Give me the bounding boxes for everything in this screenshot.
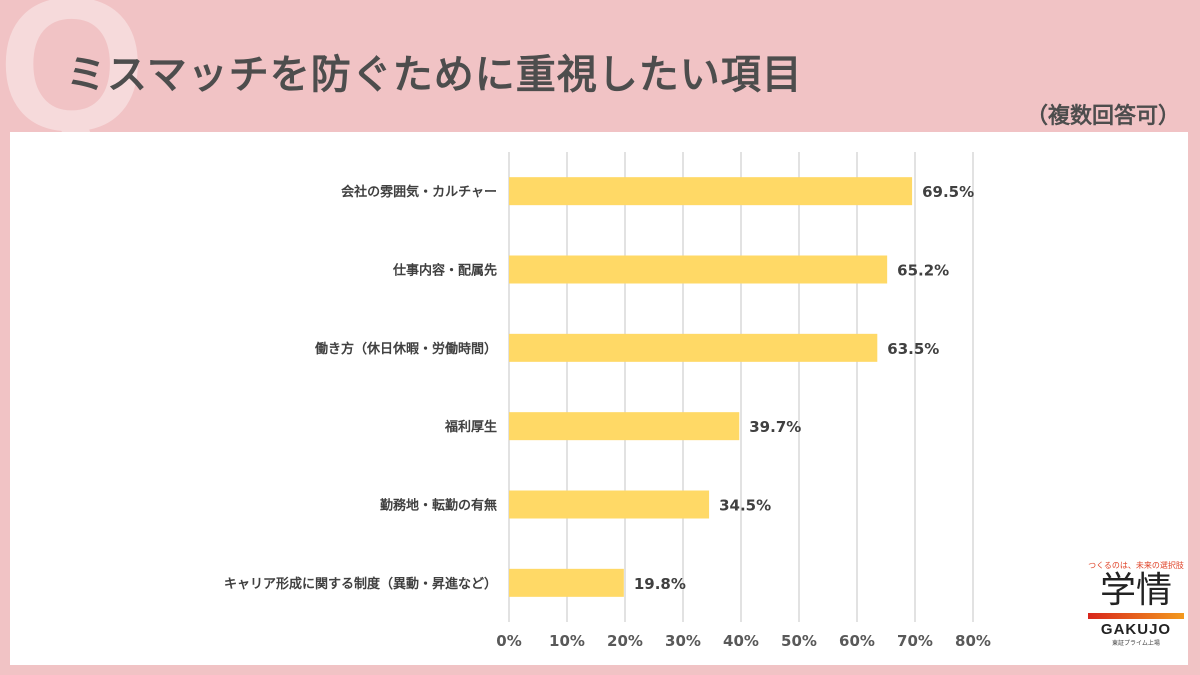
- x-tick-label: 70%: [897, 632, 933, 650]
- x-tick-label: 40%: [723, 632, 759, 650]
- logo-listing: 東証プライム上場: [1112, 640, 1160, 647]
- x-tick-label: 10%: [549, 632, 585, 650]
- category-label: 会社の雰囲気・カルチャー: [341, 184, 497, 200]
- x-tick-label: 0%: [496, 632, 521, 650]
- category-label: 仕事内容・配属先: [392, 263, 497, 279]
- bar: [509, 490, 710, 519]
- x-tick-label: 20%: [607, 632, 643, 650]
- category-label: 勤務地・転勤の有無: [380, 498, 497, 514]
- bar: [509, 255, 888, 284]
- x-tick-label: 60%: [839, 632, 875, 650]
- bar: [509, 333, 878, 362]
- data-label: 34.5%: [719, 497, 771, 515]
- bar: [509, 412, 740, 441]
- category-label: 福利厚生: [444, 419, 497, 435]
- logo-kanji: 学情: [1099, 570, 1172, 611]
- data-label: 65.2%: [897, 262, 949, 280]
- bar: [509, 568, 624, 597]
- gakujo-logo: つくるのは、未来の選択肢 学情 GAKUJO 東証プライム上場: [1080, 560, 1192, 647]
- page-title: ミスマッチを防ぐために重視したい項目: [66, 52, 803, 98]
- logo-name: GAKUJO: [1100, 621, 1172, 638]
- data-label: 63.5%: [887, 340, 939, 358]
- category-label: キャリア形成に関する制度（異動・昇進など）: [224, 576, 497, 592]
- data-label: 19.8%: [634, 575, 686, 593]
- data-label: 39.7%: [749, 418, 801, 436]
- subtitle: （複数回答可）: [1025, 104, 1180, 129]
- logo-bar: [1088, 613, 1184, 619]
- data-label: 69.5%: [922, 183, 974, 201]
- x-tick-label: 80%: [955, 632, 991, 650]
- x-tick-label: 30%: [665, 632, 701, 650]
- category-label: 働き方（休日休暇・労働時間）: [314, 341, 497, 357]
- logo-tagline: つくるのは、未来の選択肢: [1088, 561, 1184, 570]
- bar: [509, 177, 913, 206]
- x-tick-label: 50%: [781, 632, 817, 650]
